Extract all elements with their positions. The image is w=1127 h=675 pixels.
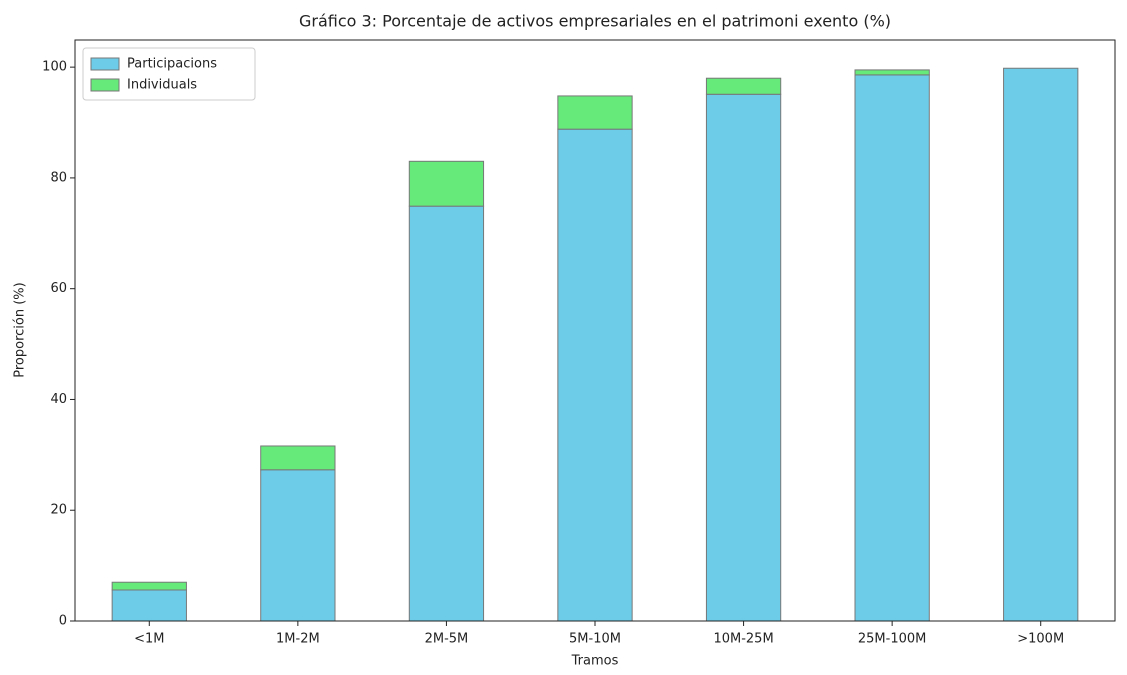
- bar: [557, 95, 633, 130]
- y-tick-label: 40: [50, 392, 67, 407]
- y-axis-label: Proporción (%): [13, 282, 28, 377]
- legend-label: Individuals: [127, 78, 197, 93]
- legend-label: Participacions: [127, 57, 217, 72]
- y-tick-label: 0: [59, 614, 67, 629]
- x-tick-label: 2M-5M: [425, 632, 469, 647]
- bar: [111, 589, 187, 622]
- x-axis-label: Tramos: [571, 654, 619, 669]
- bar: [260, 445, 336, 471]
- legend-box: [82, 47, 256, 101]
- x-tick-label: 10M-25M: [713, 632, 773, 647]
- y-tick-label: 60: [50, 281, 67, 296]
- bar: [111, 581, 187, 591]
- bar: [854, 69, 930, 76]
- legend-swatch: [90, 57, 120, 71]
- plot-frame: [74, 39, 1116, 622]
- bar: [1003, 67, 1079, 622]
- y-tick-label: 100: [42, 60, 67, 75]
- x-tick-label: <1M: [134, 632, 164, 647]
- y-tick-label: 20: [50, 503, 67, 518]
- x-tick-label: >100M: [1017, 632, 1064, 647]
- bar: [408, 160, 485, 207]
- y-tick-label: 80: [50, 170, 67, 185]
- bar: [705, 93, 782, 622]
- x-tick-label: 1M-2M: [276, 632, 320, 647]
- bar: [854, 74, 930, 622]
- chart-title: Gráfico 3: Porcentaje de activos empresa…: [299, 12, 891, 31]
- x-tick-label: 5M-10M: [569, 632, 621, 647]
- bar: [408, 205, 485, 622]
- bar: [557, 128, 633, 622]
- bar: [705, 77, 782, 95]
- x-tick-label: 25M-100M: [858, 632, 926, 647]
- bar: [260, 469, 336, 622]
- legend-swatch: [90, 78, 120, 92]
